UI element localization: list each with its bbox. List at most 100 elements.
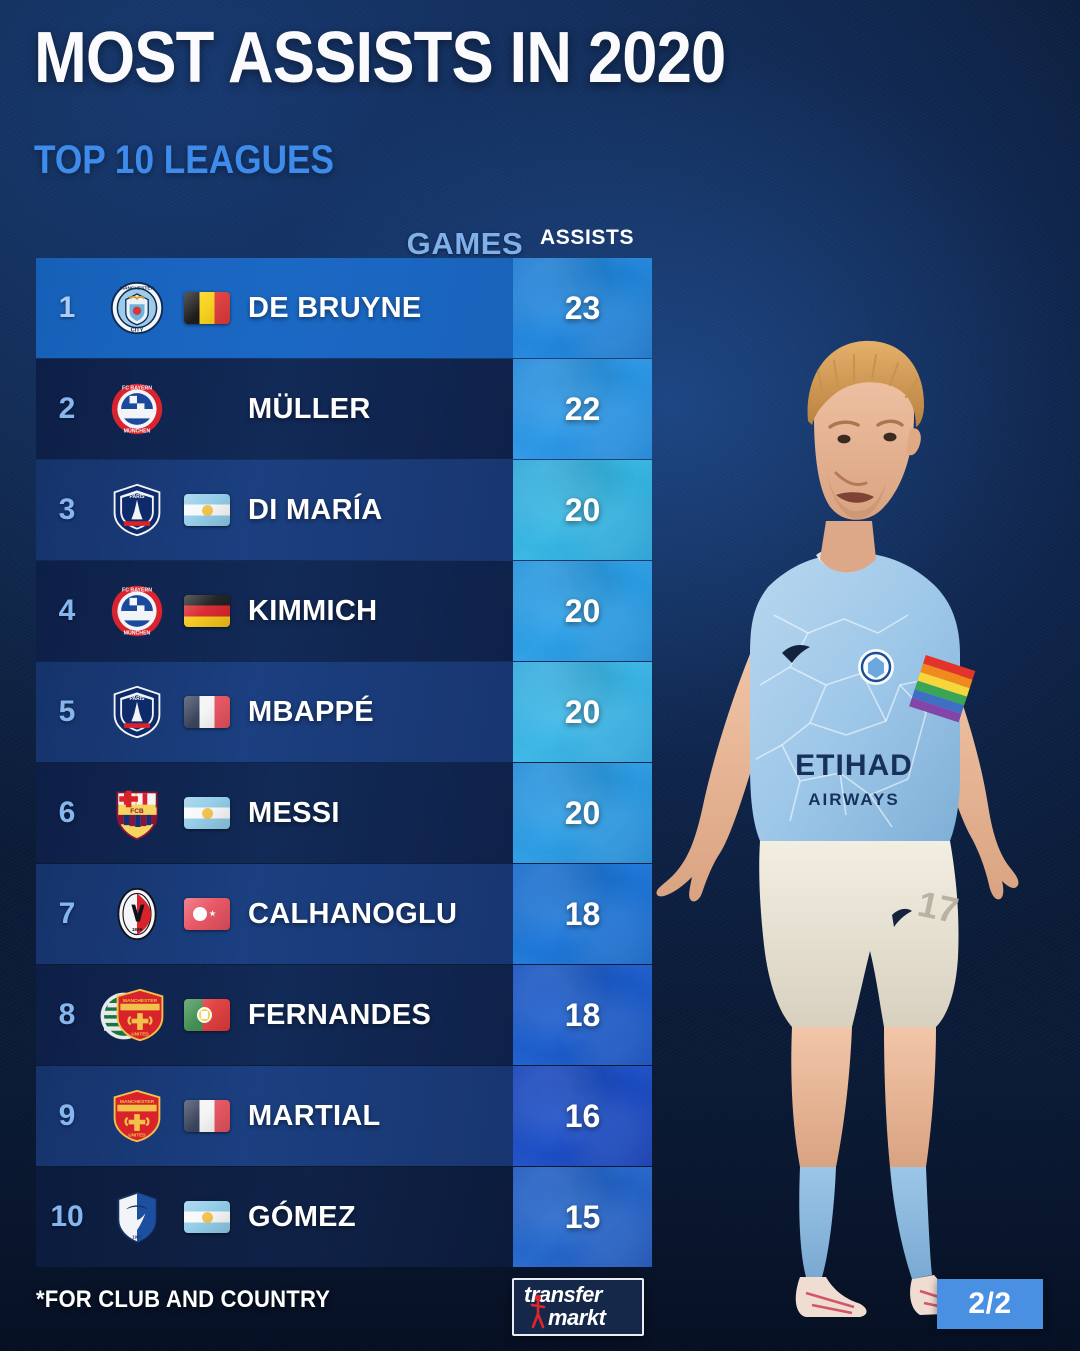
- player-name: MBAPPÉ: [248, 695, 374, 728]
- player-name: DE BRUYNE: [248, 291, 422, 324]
- svg-text:1899: 1899: [132, 927, 143, 932]
- assists-value: 22: [564, 390, 601, 427]
- svg-text:PARIS: PARIS: [129, 696, 145, 702]
- player-name: GÓMEZ: [248, 1200, 356, 1233]
- club-crests: SCPMANCHESTERUNITED: [98, 984, 176, 1046]
- table-row[interactable]: 101907GÓMEZ4115: [36, 1167, 652, 1267]
- flag-france: [184, 696, 230, 728]
- table-row[interactable]: 9MANCHESTERUNITEDMARTIAL5316: [36, 1066, 652, 1166]
- assists-value: 18: [564, 996, 601, 1033]
- country-flag: [176, 696, 238, 728]
- club-crests: PARIS: [98, 479, 176, 541]
- rank-number: 2: [58, 392, 76, 425]
- country-flag: [176, 1201, 238, 1233]
- flag-france: [184, 1100, 230, 1132]
- club-crest-bayern-munich: FC BAYERN MÜNCHEN: [111, 383, 163, 434]
- table-row[interactable]: 8SCPMANCHESTERUNITEDFERNANDES5618: [36, 965, 652, 1065]
- club-crest-paris-saint-germain: PARIS: [113, 685, 161, 739]
- country-flag: [176, 797, 238, 829]
- player-photo-de-bruyne: ETIHAD AIRWAYS: [656, 340, 1019, 1317]
- transfermarkt-logo: transfer markt: [512, 1278, 644, 1336]
- club-crest-ac-milan: 1899: [117, 887, 157, 941]
- club-crest-manchester-united: MANCHESTER UNITED: [113, 1089, 161, 1143]
- assists-value: 20: [564, 491, 601, 528]
- svg-text:ETIHAD: ETIHAD: [795, 749, 913, 782]
- assists-value: 16: [564, 1097, 601, 1134]
- player-name: MÜLLER: [248, 392, 371, 425]
- svg-text:MANCHESTER: MANCHESTER: [120, 1099, 155, 1105]
- club-crests: FC BAYERN MÜNCHEN: [98, 580, 176, 642]
- assists-bar: 22: [513, 359, 652, 459]
- club-crest-paris-saint-germain: PARIS: [113, 483, 161, 537]
- assists-bar: 23: [513, 258, 652, 358]
- page-indicator-text: 2/2: [968, 1287, 1012, 1320]
- player-name: KIMMICH: [248, 594, 378, 627]
- club-crests: MANCHESTER CITY: [98, 277, 176, 339]
- country-flag: [176, 999, 238, 1031]
- rank-number: 7: [58, 897, 76, 930]
- page-subtitle: TOP 10 LEAGUES: [34, 138, 334, 182]
- club-crest-barcelona: FCB: [116, 790, 158, 841]
- page-title: MOST ASSISTS IN 2020: [34, 18, 726, 98]
- flag-turkey: [184, 898, 230, 930]
- table-row[interactable]: 4FC BAYERNMÜNCHENKIMMICH3920: [36, 561, 652, 661]
- club-crests: MANCHESTER UNITED: [98, 1085, 176, 1147]
- club-crest-bayern-munich: FC BAYERN MÜNCHEN: [111, 585, 163, 636]
- svg-text:AIRWAYS: AIRWAYS: [808, 790, 899, 809]
- rank-number: 5: [58, 695, 76, 728]
- rank-number: 8: [58, 998, 76, 1031]
- flag-argentina: [184, 494, 230, 526]
- svg-text:MANCHESTER: MANCHESTER: [120, 285, 155, 291]
- club-crest-atalanta: 1907: [117, 1191, 157, 1244]
- assists-bar: 18: [513, 864, 652, 964]
- player-name: FERNANDES: [248, 998, 432, 1031]
- row-background: [36, 864, 513, 964]
- player-name: MESSI: [248, 796, 340, 829]
- row-background: [36, 763, 513, 863]
- club-crests: FCB: [98, 782, 176, 844]
- rank-number: 1: [58, 291, 76, 324]
- assists-value: 23: [564, 289, 601, 326]
- rank-number: 6: [58, 796, 76, 829]
- svg-text:FC BAYERN: FC BAYERN: [122, 587, 152, 593]
- svg-text:UNITED: UNITED: [128, 1133, 146, 1138]
- svg-text:CITY: CITY: [131, 327, 144, 333]
- table-row[interactable]: 5PARISMBAPPÉ4120: [36, 662, 652, 762]
- table-row[interactable]: 6FCBMESSI4820: [36, 763, 652, 863]
- table-row[interactable]: 71899CALHANOGLU4718: [36, 864, 652, 964]
- player-name: CALHANOGLU: [248, 897, 458, 930]
- svg-text:UNITED: UNITED: [131, 1032, 149, 1037]
- runner-icon: [530, 1294, 546, 1329]
- table-row[interactable]: 2FC BAYERNMÜNCHENMÜLLER4722: [36, 359, 652, 459]
- flag-argentina: [184, 797, 230, 829]
- row-background: [36, 1167, 513, 1267]
- assists-value: 18: [564, 895, 601, 932]
- rank-number: 9: [58, 1099, 76, 1132]
- country-flag: [176, 898, 238, 930]
- column-header-games: GAMES: [406, 226, 524, 261]
- rank-number: 10: [50, 1200, 84, 1233]
- flag-germany: [184, 595, 230, 627]
- rank-number: 4: [58, 594, 76, 627]
- flag-argentina: [184, 1201, 230, 1233]
- assists-bar: 20: [513, 561, 652, 661]
- svg-text:1907: 1907: [132, 1234, 142, 1239]
- player-name: MARTIAL: [248, 1099, 381, 1132]
- country-flag: [176, 595, 238, 627]
- svg-text:MÜNCHEN: MÜNCHEN: [124, 629, 151, 636]
- country-flag: [176, 292, 238, 324]
- svg-text:MANCHESTER: MANCHESTER: [123, 998, 158, 1004]
- flag-portugal: [184, 999, 230, 1031]
- svg-text:FCB: FCB: [130, 808, 144, 815]
- assists-value: 20: [564, 693, 601, 730]
- page-indicator-badge: 2/2: [937, 1279, 1043, 1329]
- logo-text-markt: markt: [548, 1305, 606, 1330]
- assists-bar: 20: [513, 662, 652, 762]
- svg-text:FC BAYERN: FC BAYERN: [122, 385, 152, 391]
- club-crests: FC BAYERN MÜNCHEN: [98, 378, 176, 440]
- footnote: *FOR CLUB AND COUNTRY: [36, 1286, 331, 1313]
- assists-bar: 20: [513, 763, 652, 863]
- svg-text:17: 17: [914, 883, 962, 931]
